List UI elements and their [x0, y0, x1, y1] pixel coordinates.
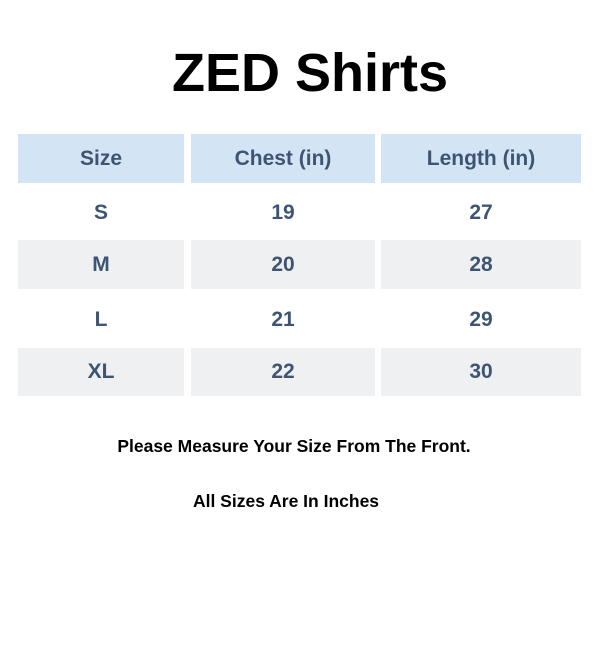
table-cell: 29 [469, 308, 493, 331]
table-cell: M [18, 240, 184, 289]
table-cell: 27 [469, 200, 493, 224]
table-cell: L [94, 308, 108, 331]
table-cell: 21 [271, 308, 295, 331]
table-cell: 22 [191, 348, 375, 396]
table-cell: 19 [271, 200, 295, 224]
table-cell: 20 [191, 240, 375, 289]
measure-note: Please Measure Your Size From The Front. [117, 436, 471, 456]
column-header: Chest (in) [191, 134, 375, 183]
table-cell: S [93, 200, 108, 224]
units-note: All Sizes Are In Inches [192, 491, 380, 511]
column-header: Length (in) [381, 134, 581, 183]
column-header: Size [18, 134, 184, 183]
table-cell: XL [18, 348, 184, 396]
table-cell: 30 [381, 348, 581, 396]
page-title: ZED Shirts [171, 43, 449, 103]
table-cell: 28 [381, 240, 581, 289]
